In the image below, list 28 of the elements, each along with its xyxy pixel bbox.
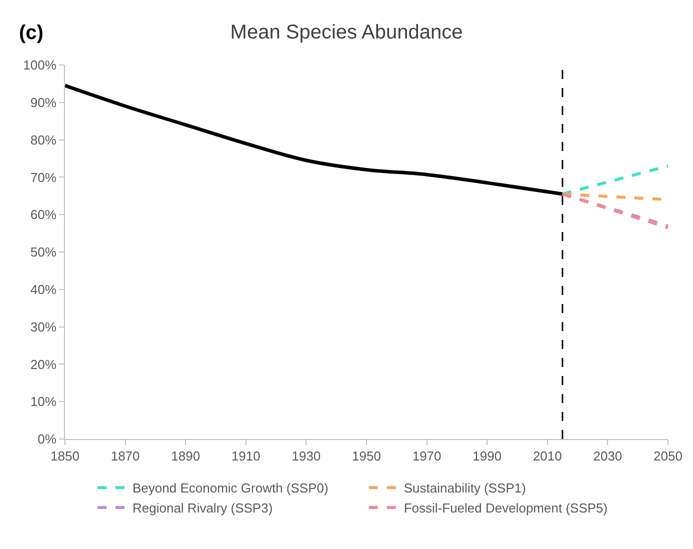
x-tick-label: 1890: [171, 448, 200, 464]
x-tick-label: 2050: [654, 448, 682, 464]
x-tick-label: 1990: [472, 448, 502, 464]
y-tick-label: 0%: [38, 432, 57, 447]
y-tick-label: 90%: [30, 94, 57, 110]
legend-label: Sustainability (SSP1): [404, 480, 526, 496]
y-tick-label: 30%: [30, 319, 57, 334]
y-tick-label: 50%: [30, 244, 57, 260]
x-tick-label: 1930: [292, 448, 321, 464]
legend-label: Regional Rivalry (SSP3): [132, 500, 273, 516]
y-tick-label: 80%: [30, 132, 57, 148]
x-tick-label: 1910: [231, 448, 260, 464]
chart-title: Mean Species Abundance: [230, 22, 463, 44]
legend-label: Beyond Economic Growth (SSP0): [132, 480, 328, 496]
x-tick-label: 2010: [532, 448, 562, 464]
x-tick-label: 1850: [50, 448, 80, 464]
y-tick-label: 40%: [30, 282, 57, 297]
text: (c): [19, 22, 44, 44]
y-tick-label: 20%: [30, 356, 57, 372]
legend-label: Fossil-Fueled Development (SSP5): [404, 500, 608, 516]
y-tick-label: 100%: [23, 58, 57, 73]
x-tick-label: 1950: [352, 448, 381, 464]
x-tick-label: 1970: [412, 448, 442, 464]
y-tick-label: 60%: [30, 207, 57, 222]
y-tick-label: 70%: [30, 170, 57, 185]
x-tick-label: 1870: [110, 448, 140, 464]
y-tick-label: 10%: [30, 394, 57, 410]
x-tick-label: 2030: [593, 448, 622, 464]
